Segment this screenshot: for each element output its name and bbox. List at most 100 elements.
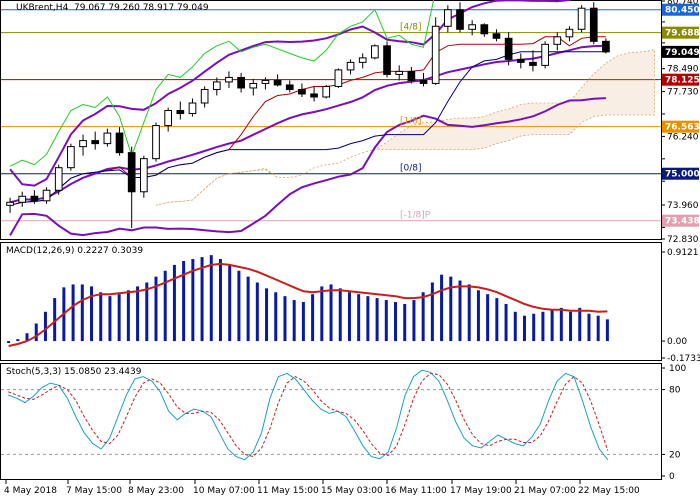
candle-body-39 bbox=[480, 24, 489, 35]
macd-bar-62 bbox=[578, 307, 582, 342]
macd-bar-42 bbox=[394, 302, 398, 342]
macd-bar-32 bbox=[301, 302, 305, 342]
price-tick-label-6: 76.240 bbox=[667, 132, 699, 142]
price-tag-label-4: 76.563 bbox=[665, 123, 700, 133]
candle-body-24 bbox=[298, 88, 306, 95]
candle-body-8 bbox=[103, 132, 112, 145]
macd-bar-11 bbox=[108, 296, 112, 342]
stoch-tick-label-0: 100 bbox=[669, 364, 686, 374]
macd-bar-39 bbox=[366, 296, 370, 342]
price-tag-box-4 bbox=[662, 120, 699, 133]
macd-bar-35 bbox=[329, 284, 333, 342]
candle-body-46 bbox=[565, 28, 574, 38]
macd-bar-46 bbox=[430, 282, 434, 342]
main-price-layer: [4/8] [1/8] [0/8] [-1/8]P bbox=[1, 0, 661, 237]
symbol-label: UKBrent,H4 bbox=[16, 3, 69, 13]
macd-bar-17 bbox=[163, 270, 167, 342]
x-tick-label-8: 21 May 07:00 bbox=[514, 486, 576, 496]
macd-bar-10 bbox=[99, 292, 103, 342]
macd-bar-7 bbox=[71, 284, 75, 342]
candle-body-3 bbox=[42, 189, 51, 202]
x-tick-label-4: 11 May 15:00 bbox=[257, 486, 319, 496]
macd-bar-24 bbox=[228, 264, 232, 342]
chikou-line bbox=[9, 0, 435, 167]
candle-body-2 bbox=[30, 195, 39, 202]
x-tick-label-6: 16 May 11:00 bbox=[385, 486, 447, 496]
macd-bar-36 bbox=[338, 288, 342, 342]
macd-bar-1 bbox=[16, 339, 20, 342]
macd-bar-18 bbox=[172, 264, 176, 342]
macd-bar-49 bbox=[458, 280, 462, 342]
price-tag-label-5: 75.000 bbox=[665, 170, 700, 180]
price-tag-label-0: 80.450 bbox=[665, 6, 700, 16]
candle-body-23 bbox=[285, 84, 294, 90]
candle-body-4 bbox=[54, 167, 63, 191]
candle-body-37 bbox=[456, 9, 464, 30]
stoch-tick-label-3: 0 bbox=[669, 472, 675, 482]
stoch-d-line bbox=[8, 372, 609, 458]
candle-body-47 bbox=[577, 7, 586, 30]
main-panel-frame bbox=[0, 0, 662, 240]
macd-bar-61 bbox=[569, 311, 573, 342]
candle-body-28 bbox=[346, 61, 355, 71]
candle-body-21 bbox=[261, 79, 270, 84]
macd-bar-65 bbox=[605, 319, 609, 342]
macd-bar-12 bbox=[117, 294, 121, 342]
candle-body-48 bbox=[589, 7, 598, 42]
macd-bar-14 bbox=[136, 286, 140, 342]
ichimoku-cloud bbox=[155, 49, 655, 206]
price-tag-box-0 bbox=[662, 3, 699, 16]
price-tag-box-1 bbox=[662, 26, 699, 39]
macd-bar-16 bbox=[154, 276, 158, 342]
macd-bar-48 bbox=[449, 276, 453, 342]
macd-bar-26 bbox=[246, 276, 250, 342]
candle-body-6 bbox=[79, 140, 87, 148]
x-tick-label-0: 4 May 2018 bbox=[4, 486, 57, 496]
x-tick-label-2: 8 May 23:00 bbox=[128, 486, 184, 496]
x-tick-label-5: 15 May 03:00 bbox=[321, 486, 383, 496]
candle-body-22 bbox=[273, 79, 282, 86]
macd-bar-53 bbox=[495, 298, 499, 342]
macd-bar-2 bbox=[25, 333, 29, 342]
candle-body-30 bbox=[371, 45, 379, 59]
macd-bar-54 bbox=[504, 303, 508, 342]
price-tag-label-6: 73.438 bbox=[665, 217, 700, 227]
stoch-k-line bbox=[8, 369, 609, 461]
stoch-tick-label-1: 80 bbox=[669, 386, 681, 396]
candle-body-15 bbox=[188, 102, 197, 115]
price-tick-label-4: 77.730 bbox=[667, 88, 699, 98]
stoch-layer bbox=[1, 369, 661, 461]
macd-tick-label-0: 0.9121 bbox=[667, 248, 699, 258]
price-tag-box-5 bbox=[662, 167, 699, 180]
candle-body-45 bbox=[553, 36, 562, 45]
candle-body-1 bbox=[18, 195, 27, 203]
murrey-label-1: [1/8] bbox=[400, 117, 422, 127]
macd-bar-0 bbox=[7, 341, 11, 344]
candle-body-33 bbox=[407, 70, 416, 81]
macd-bar-45 bbox=[421, 292, 425, 342]
price-tick-label-3: 78.490 bbox=[667, 65, 699, 75]
macd-bar-28 bbox=[265, 288, 269, 342]
macd-bar-59 bbox=[550, 309, 554, 342]
candle-body-18 bbox=[225, 76, 233, 83]
macd-bar-21 bbox=[200, 257, 204, 342]
candle-body-42 bbox=[516, 58, 525, 63]
macd-bar-57 bbox=[532, 313, 536, 342]
candle-body-44 bbox=[541, 43, 549, 66]
stoch-panel-frame bbox=[0, 363, 662, 480]
macd-bar-63 bbox=[587, 313, 591, 342]
x-tick-label-7: 17 May 19:00 bbox=[450, 486, 512, 496]
macd-bar-41 bbox=[384, 300, 388, 342]
price-tick-label-11: 72.830 bbox=[667, 235, 699, 245]
macd-bar-50 bbox=[467, 284, 471, 342]
macd-bar-38 bbox=[357, 294, 361, 342]
price-tag-label-1: 79.688 bbox=[665, 29, 700, 39]
candle-body-14 bbox=[176, 110, 185, 115]
macd-bar-51 bbox=[476, 290, 480, 342]
macd-bar-4 bbox=[43, 311, 47, 342]
macd-bar-20 bbox=[191, 259, 195, 342]
candle-body-11 bbox=[139, 158, 148, 193]
macd-title: MACD(12,26,9) 0.2227 0.3039 bbox=[6, 246, 143, 256]
price-tag-box-3 bbox=[662, 73, 699, 86]
macd-bar-3 bbox=[34, 323, 38, 342]
